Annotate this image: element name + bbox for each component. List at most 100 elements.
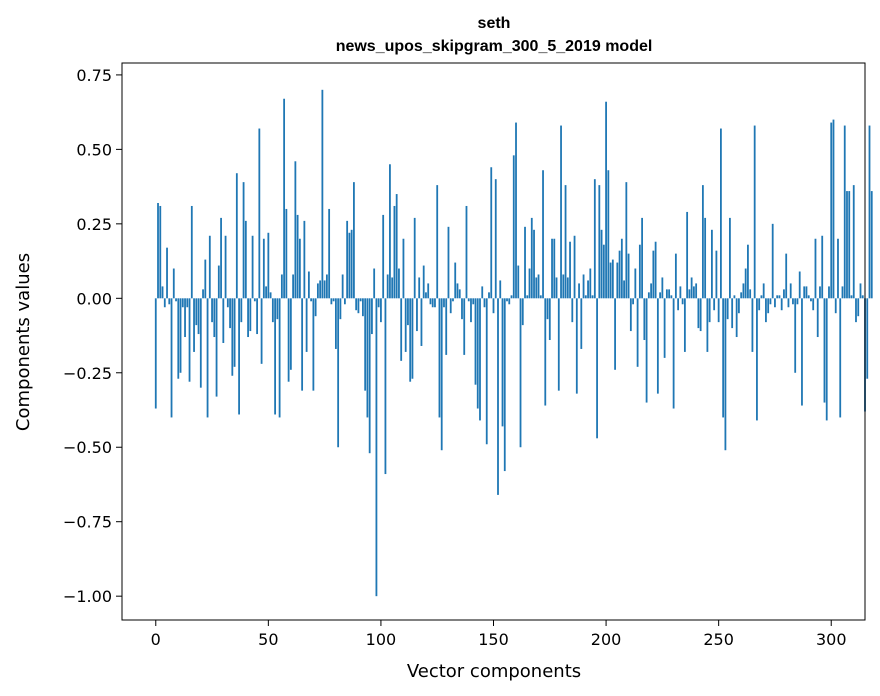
bar-283 <box>792 298 794 305</box>
bar-256 <box>731 298 734 329</box>
bar-226 <box>663 298 666 358</box>
bar-77 <box>328 208 331 299</box>
bar-65 <box>301 298 304 391</box>
bar-88 <box>353 182 355 299</box>
bar-289 <box>805 286 808 299</box>
bar-63 <box>296 214 299 299</box>
bar-171 <box>539 295 542 299</box>
bar-136 <box>461 298 463 320</box>
bar-53 <box>274 298 276 415</box>
bar-44 <box>253 298 256 302</box>
bar-306 <box>843 125 846 299</box>
bar-203 <box>611 259 614 299</box>
bar-67 <box>305 298 308 352</box>
bar-7 <box>170 298 173 418</box>
bar-75 <box>323 280 326 299</box>
bar-311 <box>855 298 857 323</box>
bar-95 <box>368 298 371 454</box>
bar-168 <box>533 229 535 299</box>
bar-56 <box>280 274 283 299</box>
bar-170 <box>537 274 540 299</box>
bar-98 <box>375 298 378 597</box>
bar-214 <box>636 298 639 367</box>
bar-24 <box>208 235 211 299</box>
bar-288 <box>803 286 806 299</box>
bar-61 <box>292 274 295 299</box>
bar-121 <box>427 283 430 299</box>
bar-297 <box>823 298 826 403</box>
bar-9 <box>175 298 177 302</box>
bar-71 <box>314 298 317 317</box>
bar-232 <box>677 298 680 311</box>
bar-99 <box>377 298 380 308</box>
bar-133 <box>454 262 457 299</box>
bar-68 <box>307 271 310 299</box>
bar-242 <box>699 298 702 332</box>
bar-143 <box>476 298 479 409</box>
bar-58 <box>285 208 288 299</box>
bar-308 <box>848 191 851 299</box>
bar-141 <box>472 298 475 305</box>
bar-8 <box>172 268 175 299</box>
bar-294 <box>816 298 819 338</box>
bar-55 <box>278 298 281 418</box>
bar-126 <box>438 298 441 418</box>
bar-73 <box>319 280 322 299</box>
bar-135 <box>458 289 461 299</box>
bar-218 <box>645 298 648 403</box>
bar-194 <box>591 295 594 299</box>
bar-307 <box>846 191 848 299</box>
bar-255 <box>729 217 731 299</box>
bar-295 <box>819 286 821 299</box>
y-tick-label: 0.50 <box>76 140 112 159</box>
bar-130 <box>447 226 450 299</box>
bar-231 <box>674 253 677 299</box>
bar-57 <box>283 98 286 299</box>
bar-3 <box>161 286 164 299</box>
bar-114 <box>411 298 414 379</box>
bar-259 <box>738 298 740 314</box>
bar-199 <box>602 244 605 299</box>
bar-144 <box>479 298 481 421</box>
bar-37 <box>238 298 240 415</box>
bar-238 <box>690 277 693 299</box>
bar-117 <box>418 277 421 299</box>
bar-109 <box>400 298 403 361</box>
bar-36 <box>235 173 238 299</box>
bar-286 <box>798 271 801 299</box>
bar-220 <box>650 283 653 299</box>
bar-128 <box>443 298 445 308</box>
bar-269 <box>760 295 763 299</box>
bar-32 <box>226 298 229 308</box>
bar-22 <box>204 259 207 299</box>
bar-284 <box>794 298 797 373</box>
bar-28 <box>217 265 220 299</box>
bar-213 <box>634 268 637 299</box>
bar-152 <box>497 298 499 495</box>
bar-281 <box>787 298 790 308</box>
bar-172 <box>542 170 544 299</box>
bar-174 <box>546 298 549 320</box>
bar-182 <box>564 185 567 299</box>
bar-211 <box>629 298 632 332</box>
bar-185 <box>571 298 574 323</box>
bar-78 <box>330 298 333 305</box>
bar-26 <box>213 298 216 338</box>
bar-66 <box>303 220 306 299</box>
bar-112 <box>407 298 409 326</box>
bar-198 <box>600 229 603 299</box>
y-axis-label: Components values <box>13 253 34 431</box>
bar-87 <box>350 229 353 299</box>
bar-17 <box>193 298 195 352</box>
bar-94 <box>366 298 369 418</box>
bar-233 <box>679 286 682 299</box>
bar-270 <box>762 283 765 299</box>
bar-249 <box>715 250 718 299</box>
bar-158 <box>510 295 513 299</box>
bar-40 <box>244 220 247 299</box>
bar-215 <box>638 244 641 299</box>
bar-0 <box>154 298 157 409</box>
bar-51 <box>269 292 272 299</box>
bar-46 <box>258 128 261 299</box>
bar-279 <box>783 289 785 299</box>
